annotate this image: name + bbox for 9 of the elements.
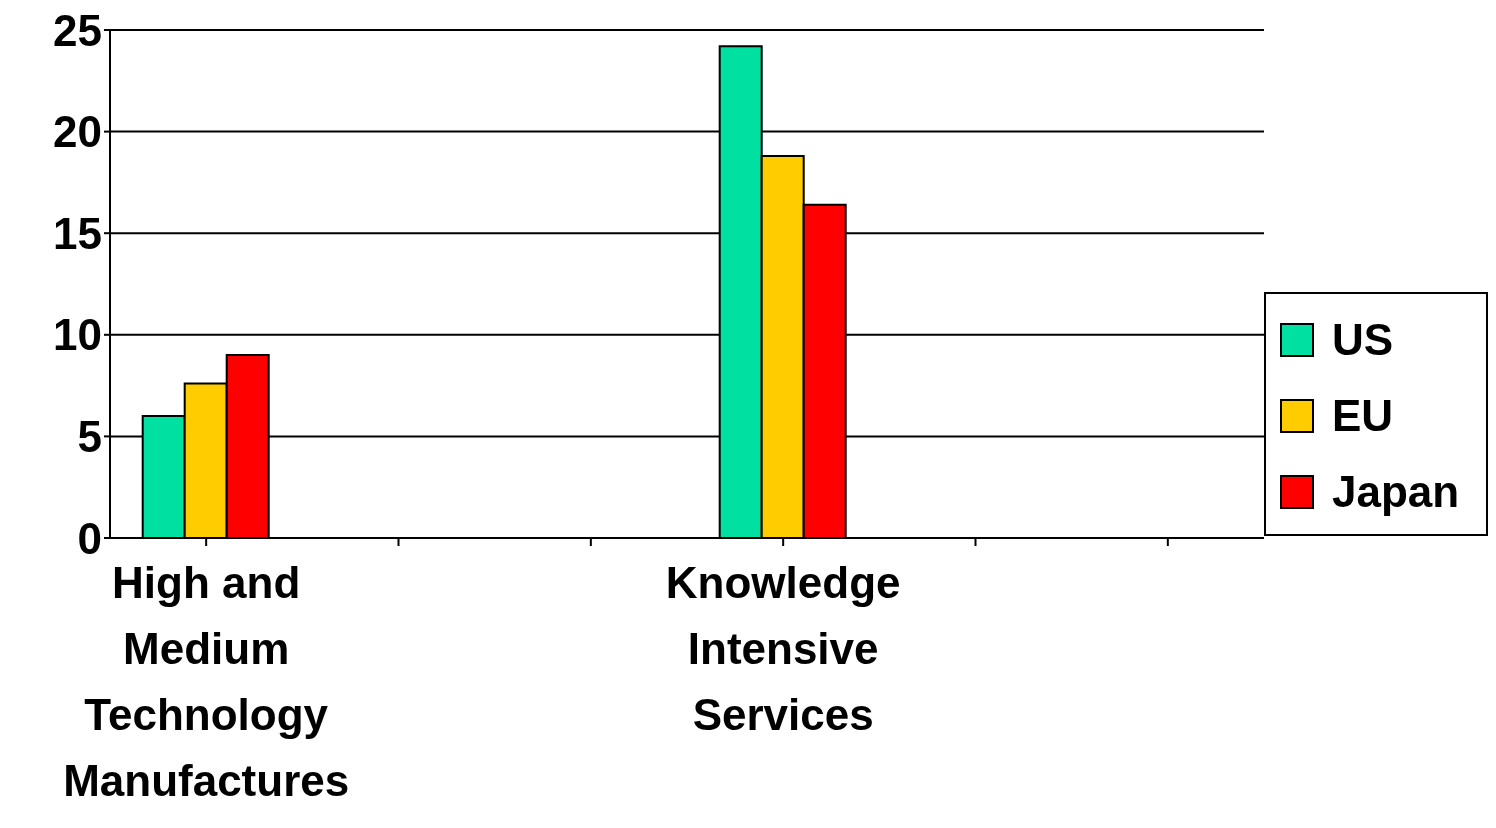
- legend-label: Japan: [1332, 467, 1460, 517]
- y-tick-label: 5: [77, 412, 102, 462]
- x-tick-label: Knowledge Intensive Services: [665, 558, 901, 739]
- legend-label: EU: [1332, 391, 1394, 441]
- y-tick-label: 20: [53, 107, 102, 157]
- y-tick-label: 10: [53, 310, 102, 360]
- legend-label: US: [1332, 315, 1394, 365]
- y-tick-label: 15: [53, 208, 102, 258]
- y-tick-label: 25: [53, 5, 102, 55]
